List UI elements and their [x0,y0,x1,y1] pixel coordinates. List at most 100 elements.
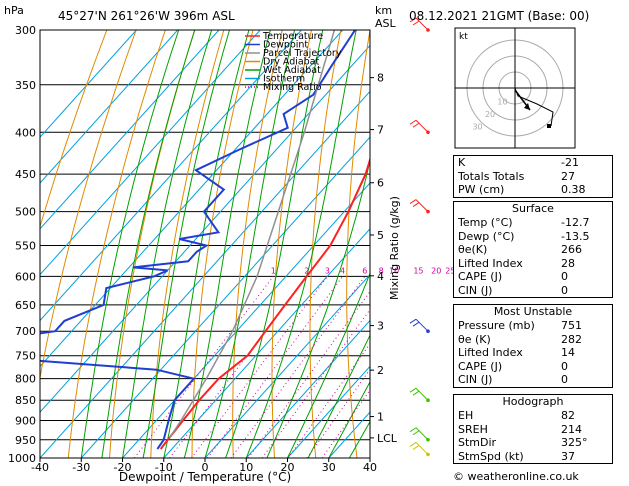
legend-label: Mixing Ratio [263,82,322,93]
most-unstable-label: Pressure (mb) [458,319,535,332]
pressure-tick-500: 500 [15,206,36,219]
surface-value: -13.5 [561,229,590,243]
index-row: K -21 [454,156,612,170]
km-tick-1: 1 [377,411,384,424]
temp-tick-label: 40 [363,461,377,474]
surface-label: CAPE (J) [458,270,503,283]
dry-adiabat [109,30,196,458]
most-unstable-value: 14 [561,346,575,359]
most-unstable-row: Pressure (mb) 751 [454,319,612,333]
index-label: PW (cm) [458,183,505,196]
temp-tick-label: 10 [239,461,253,474]
hodograph-stat-row: StmSpd (kt) 37 [454,450,612,464]
legend-label: Isotherm [263,74,305,85]
hodograph-stat-value: 325° [561,436,588,449]
wind-barb [409,17,430,32]
hodograph-ring-label: 10 [497,97,507,106]
legend-label: Parcel Trajectory [263,48,342,59]
most-unstable-row: θe (K) 282 [454,333,612,347]
surface-row: CAPE (J) 0 [454,270,612,284]
hodograph-table: Hodograph EH 82 SREH 214 StmDir 325° StmSpd (k… [453,394,613,464]
index-value: 0.38 [561,183,586,196]
km-tick-7: 7 [377,124,384,137]
pressure-tick-1000: 1000 [8,452,36,465]
mixing-ratio-label: 15 [413,266,423,275]
km-tick-5: 5 [377,229,384,242]
mixing-ratio-label: 10 [389,266,399,275]
mixing-ratio-line [321,389,370,458]
profile-parcel-trajectory [168,30,336,439]
surface-label: Temp (°C) [458,216,513,229]
hodograph-stat-label: StmDir [458,436,497,449]
profile-dewpoint [40,30,356,450]
wet-adiabat [204,30,296,458]
pressure-tick-800: 800 [15,373,36,386]
km-tick-2: 2 [377,364,384,377]
legend-label: Dry Adiabat [263,57,320,68]
dry-adiabat [232,30,283,458]
most-unstable-value: 0 [561,359,568,373]
legend-label: Dewpoint [263,40,308,51]
mixing-ratio-label: 20 [431,266,441,275]
hodograph-stat-value: 82 [561,409,575,422]
surface-table: Surface Temp (°C) -12.7 Dewp (°C) -13.5 θe(K… [453,201,613,298]
isotherm-line [40,30,302,322]
km-tick-6: 6 [377,177,384,190]
isotherm-line [287,365,370,458]
temp-tick-label: 0 [202,461,209,474]
wet-adiabat [122,30,213,458]
copyright: © weatheronline.co.uk [453,470,579,483]
surface-value: 28 [561,256,575,270]
dry-adiabat [67,30,166,458]
hodograph-stat-row: SREH 214 [454,423,612,437]
pressure-tick-700: 700 [15,325,36,338]
most-unstable-label: CAPE (J) [458,359,503,373]
wind-barb [409,119,430,135]
isotherm-line [163,228,370,458]
index-value: 27 [561,169,575,183]
isotherm-line [40,30,344,368]
hodograph-stat-value: 214 [561,422,582,436]
legend-label: Wet Adiabat [263,65,321,76]
dry-adiabat [417,30,440,458]
wet-adiabat [101,30,196,458]
km-tick-8: 8 [377,72,384,85]
surface-value: 0 [561,270,568,283]
pressure-tick-300: 300 [15,24,36,37]
most-unstable-label: Lifted Index [458,346,523,359]
dry-adiabat [40,30,108,229]
temp-tick-label: -30 [72,461,90,474]
dry-adiabat [346,30,370,458]
surface-row: θe(K) 266 [454,243,612,257]
mixing-ratio-line [306,368,370,458]
isotherm-line [40,30,220,230]
mixing-ratio-label: 25 [445,266,455,275]
pressure-tick-550: 550 [15,239,36,252]
mixing-ratio-label: 1 [271,266,276,275]
km-tick-LCL: LCL [377,432,398,445]
dry-adiabat [309,30,342,458]
mixing-ratio-line [230,276,366,458]
hodograph-stat-label: EH [458,409,474,422]
asl-label: ASL [375,17,397,30]
hodograph-ring-label: 30 [472,122,482,131]
pressure-tick-900: 900 [15,415,36,428]
index-label: Totals Totals [458,169,525,183]
mixing-ratio-line [247,290,370,458]
temp-tick-label: -40 [31,461,49,474]
hodograph-stat-row: StmDir 325° [454,436,612,450]
station-info: 45°27'N 261°26'W 396m ASL [58,9,235,23]
x-axis-label: Dewpoint / Temperature (°C) [119,470,291,484]
dry-adiabat [271,30,312,458]
index-row: PW (cm) 0.38 [454,183,612,197]
profile-temperature [159,156,370,450]
temp-tick-label: 20 [281,461,295,474]
isotherm-line [40,90,370,458]
surface-label: Dewp (°C) [458,229,515,243]
wet-adiabat [287,272,370,458]
datetime: 08.12.2021 21GMT (Base: 00) [409,9,589,23]
wet-adiabat [328,380,370,458]
dry-adiabat [191,30,254,458]
most-unstable-row: CAPE (J) 0 [454,360,612,374]
wind-barb [409,199,430,214]
